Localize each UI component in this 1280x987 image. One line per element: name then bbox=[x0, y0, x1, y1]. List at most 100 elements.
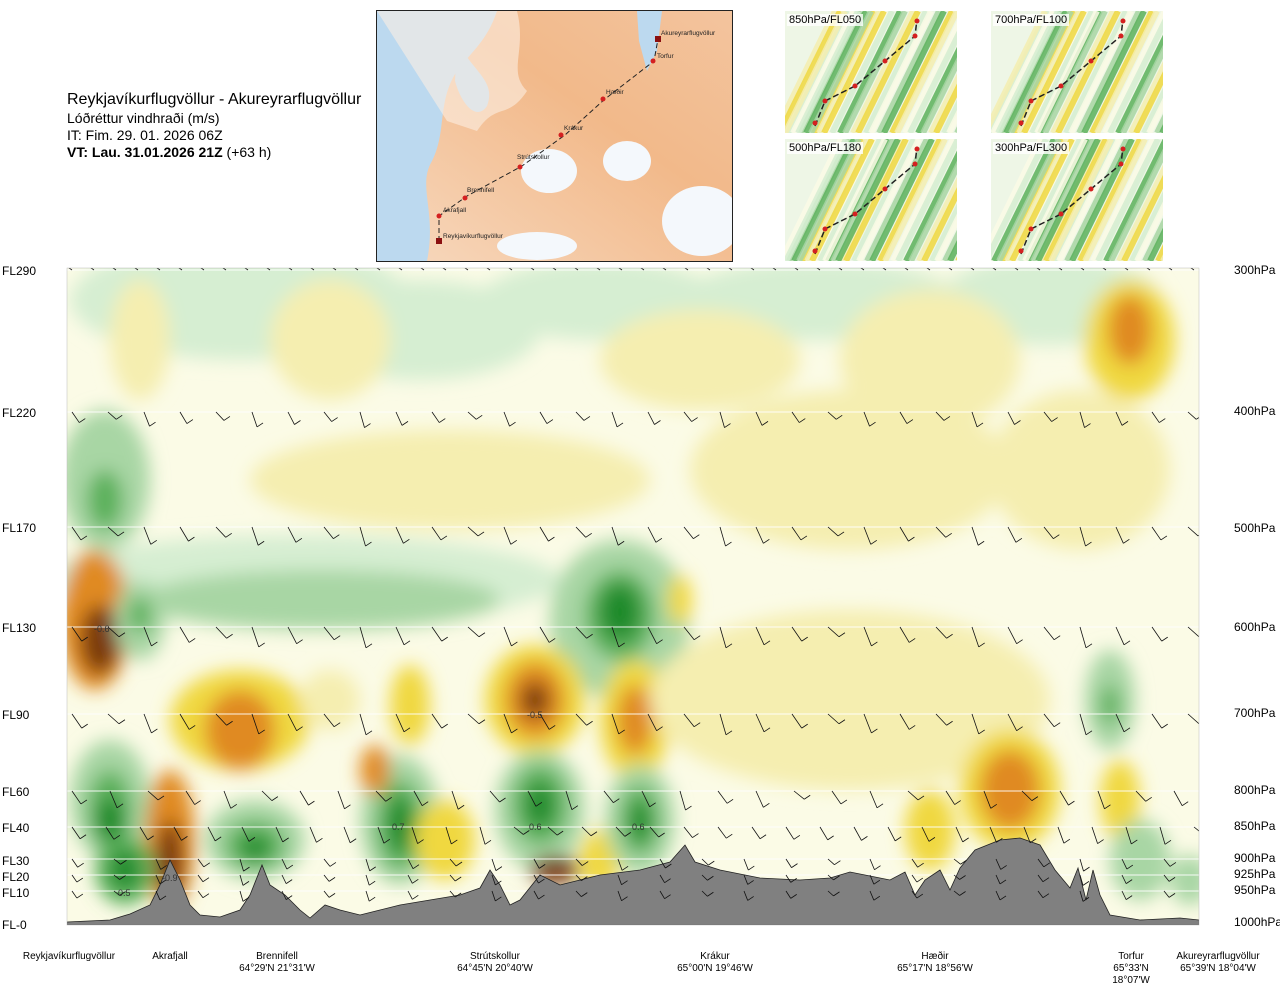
fl-label-60: FL60 bbox=[2, 785, 30, 799]
wind-barb bbox=[899, 713, 916, 730]
field-stripe bbox=[843, 139, 909, 261]
wind-barb bbox=[971, 411, 984, 428]
wind-field-region bbox=[250, 430, 650, 530]
wind-barb bbox=[659, 874, 671, 884]
field-stripe bbox=[785, 11, 843, 130]
wind-barb bbox=[611, 411, 624, 428]
wind-barb bbox=[819, 826, 834, 841]
wind-barb bbox=[581, 826, 598, 837]
wind-barb bbox=[575, 526, 592, 538]
wind-barb bbox=[491, 874, 502, 886]
wind-field-region bbox=[390, 665, 430, 745]
wind-barb bbox=[750, 268, 755, 271]
wind-barb bbox=[860, 268, 865, 271]
level-map-300-canvas bbox=[991, 139, 1163, 261]
wind-barb bbox=[611, 626, 625, 648]
route-point bbox=[852, 83, 858, 89]
wind-barb bbox=[365, 874, 376, 886]
valid-time-offset: (+63 h) bbox=[226, 144, 272, 160]
wind-barb bbox=[552, 268, 557, 271]
wind-barb bbox=[343, 826, 357, 844]
wind-barb bbox=[359, 526, 372, 547]
wind-barb bbox=[751, 826, 767, 840]
wind-barb bbox=[617, 874, 628, 886]
field-stripe bbox=[842, 11, 908, 133]
wind-barb bbox=[1079, 411, 1091, 428]
wind-barb bbox=[717, 790, 734, 804]
wind-barb bbox=[223, 790, 237, 809]
field-stripe bbox=[1120, 44, 1163, 133]
route-point bbox=[1028, 98, 1034, 104]
level-map-500-label: 500hPa/FL180 bbox=[787, 142, 864, 154]
wind-barb bbox=[1163, 874, 1176, 882]
location-coords: 64°29'N 21°31'W bbox=[239, 963, 315, 974]
field-stripe bbox=[921, 187, 957, 261]
wind-barb bbox=[1058, 268, 1063, 271]
wind-field-region bbox=[270, 280, 390, 400]
field-stripe bbox=[785, 11, 838, 120]
variable-label: Lóðréttur vindhraði (m/s) bbox=[67, 110, 220, 126]
wind-barb bbox=[323, 626, 341, 641]
wind-barb bbox=[1079, 890, 1090, 902]
chart-header: Reykjavíkurflugvöllur - Akureyrarflugvöl… bbox=[67, 90, 361, 161]
wind-barb bbox=[275, 826, 289, 843]
level-map-500-canvas bbox=[785, 139, 957, 261]
location-name: Akrafjall bbox=[152, 951, 188, 962]
wind-barb bbox=[395, 713, 411, 733]
field-stripe bbox=[863, 11, 929, 133]
wind-barb bbox=[179, 411, 194, 424]
field-stripe bbox=[1068, 11, 1134, 133]
field-stripe bbox=[1056, 139, 1122, 261]
field-stripe bbox=[855, 11, 921, 133]
wind-barb bbox=[971, 526, 985, 546]
map-label-strutskollur: Strútskollur bbox=[517, 154, 550, 161]
wind-barb bbox=[701, 874, 714, 881]
wind-barb bbox=[995, 858, 1007, 870]
field-stripe bbox=[1008, 11, 1074, 133]
field-stripe bbox=[816, 11, 882, 133]
wind-barb bbox=[728, 268, 733, 271]
wind-barb bbox=[1007, 626, 1023, 645]
field-stripe bbox=[1128, 61, 1163, 133]
level-map-700-canvas bbox=[991, 11, 1163, 133]
field-stripe bbox=[809, 139, 875, 261]
wind-barb bbox=[926, 268, 931, 271]
wind-barb bbox=[354, 268, 359, 271]
wind-barb bbox=[945, 790, 961, 805]
field-stripe bbox=[920, 57, 957, 133]
wind-barb bbox=[794, 268, 799, 271]
wind-barb bbox=[359, 713, 373, 736]
wind-barb bbox=[299, 790, 315, 806]
wind-barb bbox=[1173, 790, 1189, 807]
wind-barb bbox=[467, 526, 485, 537]
wind-barb bbox=[323, 713, 341, 728]
field-stripe bbox=[837, 11, 903, 133]
fl-label-290: FL290 bbox=[2, 264, 37, 278]
field-stripe bbox=[869, 139, 935, 261]
wind-barb bbox=[143, 526, 157, 545]
wind-barb bbox=[1097, 790, 1111, 810]
wind-barb bbox=[1121, 890, 1133, 900]
wind-barb bbox=[155, 858, 167, 870]
wind-barb bbox=[662, 268, 667, 271]
valid-time: VT: Lau. 31.01.2026 21Z (+63 h) bbox=[67, 144, 361, 161]
wind-barb bbox=[649, 826, 665, 838]
wind-barb bbox=[513, 826, 530, 835]
field-stripe bbox=[882, 139, 948, 261]
wind-barb bbox=[827, 411, 843, 420]
wind-barb bbox=[1124, 268, 1129, 271]
wind-barb bbox=[948, 268, 953, 271]
wind-field-region bbox=[690, 390, 1010, 550]
wind-barb bbox=[281, 874, 293, 884]
wind-barb bbox=[743, 858, 755, 871]
wind-barb bbox=[251, 526, 265, 546]
wind-barb bbox=[641, 790, 656, 808]
field-stripe bbox=[1133, 71, 1163, 133]
wind-barb bbox=[107, 526, 125, 537]
field-stripe bbox=[1003, 11, 1069, 133]
wind-barb bbox=[575, 411, 591, 421]
level-map-850: 850hPa/FL050 bbox=[785, 11, 957, 133]
wind-barb bbox=[71, 713, 88, 729]
location-name: Strútskollur bbox=[469, 951, 520, 962]
route-point-strutskollur bbox=[517, 164, 523, 170]
